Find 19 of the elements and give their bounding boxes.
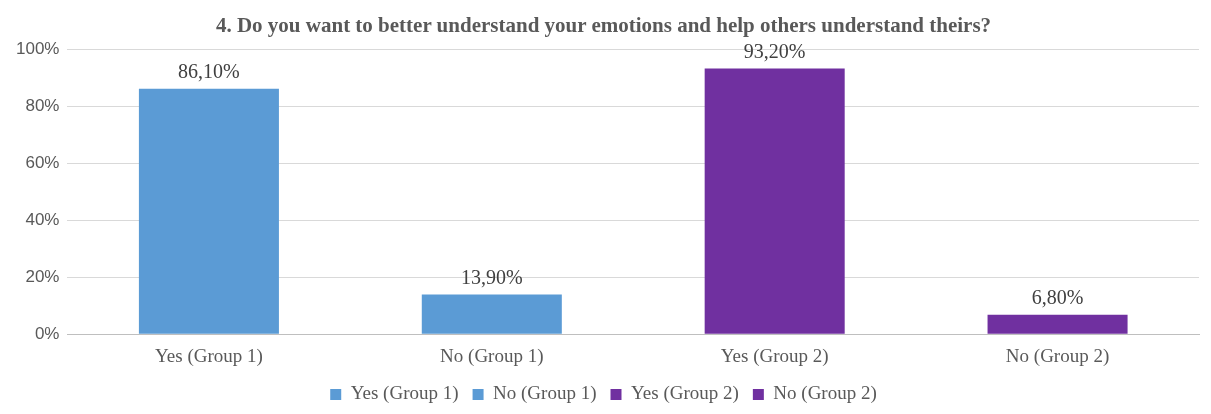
y-tick-label: 80% (25, 95, 60, 115)
y-tick-label: 100% (16, 38, 60, 58)
data-label: 93,20% (743, 39, 806, 62)
y-tick-label: 0% (34, 323, 60, 343)
y-tick-label: 60% (25, 152, 60, 172)
x-tick-label: Yes (Group 1) (154, 344, 263, 367)
legend-label: Yes (Group 1) (350, 382, 459, 405)
y-tick-label: 40% (25, 209, 60, 229)
data-label: 6,80% (1031, 286, 1084, 309)
chart-title: 4. Do you want to better understand your emotions and help others understand theirs? (215, 13, 992, 38)
x-tick-label: No (Group 1) (440, 344, 544, 367)
legend-label: No (Group 2) (773, 382, 877, 405)
data-label: 86,10% (178, 60, 240, 83)
y-tick-label: 20% (25, 266, 60, 286)
legend-label: No (Group 1) (493, 382, 597, 405)
data-label: 13,90% (460, 265, 523, 288)
x-tick-label: No (Group 2) (1005, 344, 1110, 367)
x-tick-label: Yes (Group 2) (720, 344, 829, 367)
legend-label: Yes (Group 2) (631, 382, 739, 405)
